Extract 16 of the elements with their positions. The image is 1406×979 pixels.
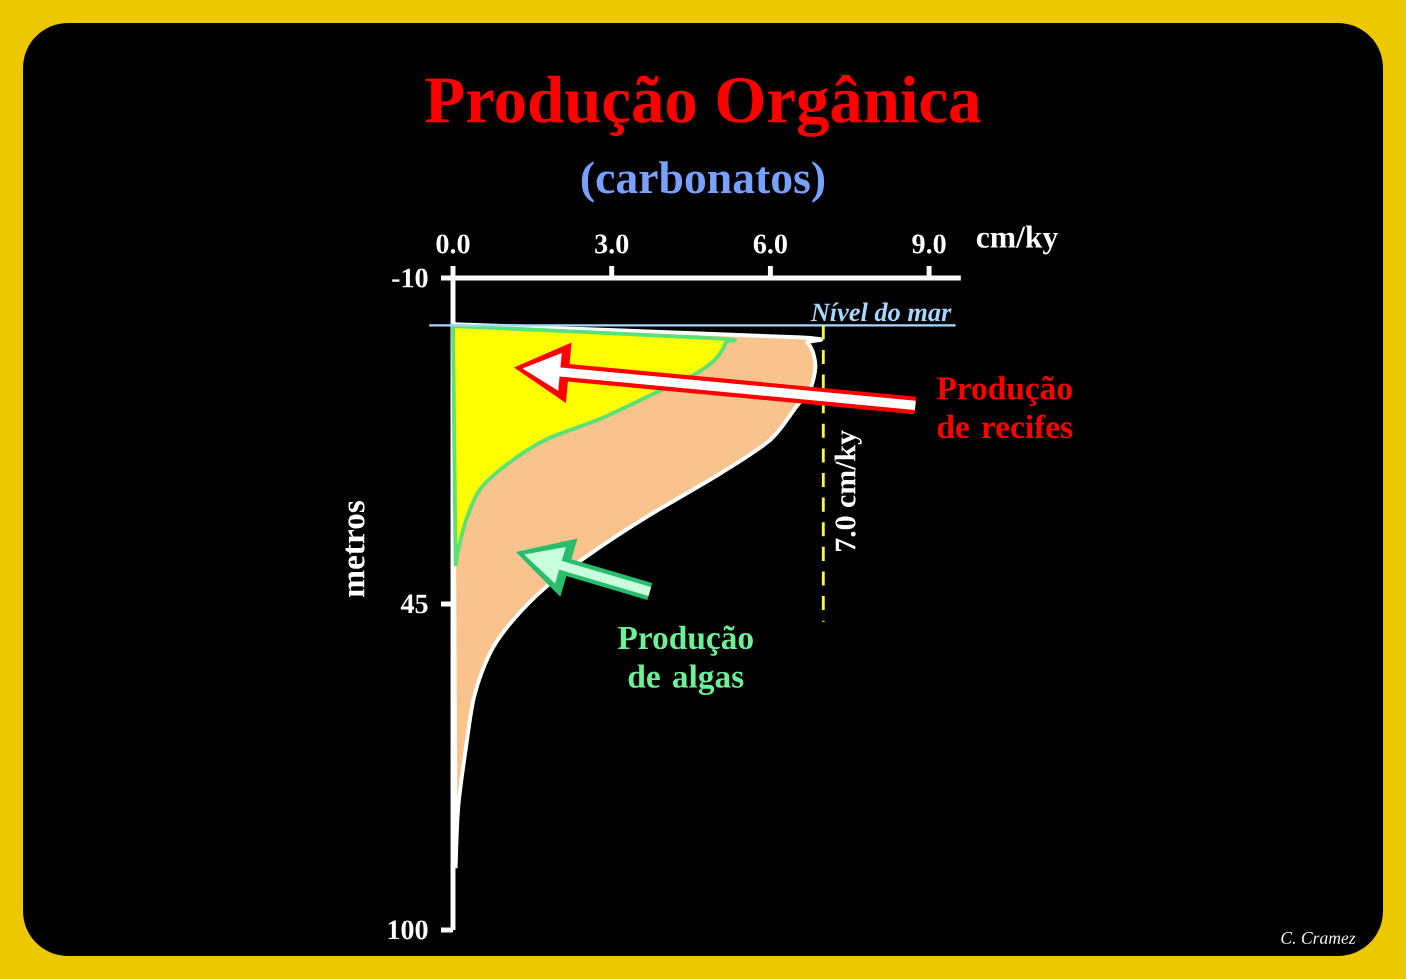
text: Produção de recifes — [936, 376, 1073, 439]
chart-title: Produção Orgânica — [425, 75, 981, 137]
x-axis-title: cm/ky — [976, 225, 1058, 255]
x-tick-label: 6.0 — [753, 234, 787, 254]
ref-line-label: 7.0 cm/ky — [834, 430, 862, 552]
text: Produção de algas — [617, 625, 753, 695]
y-tick-label: 100 — [388, 920, 428, 940]
x-tick-label: 3.0 — [595, 234, 629, 254]
chart-subtitle: (carbonatos) — [581, 161, 825, 203]
x-tick-label: 9.0 — [912, 234, 946, 254]
y-tick-label: -10 — [392, 268, 428, 288]
ref-line-label: Nível do mar — [810, 302, 952, 322]
y-tick-label: 45 — [400, 594, 428, 614]
text: C. Cramez — [1281, 932, 1356, 944]
x-tick-label: 0.0 — [436, 234, 470, 254]
y-axis-title: metros — [345, 500, 365, 597]
